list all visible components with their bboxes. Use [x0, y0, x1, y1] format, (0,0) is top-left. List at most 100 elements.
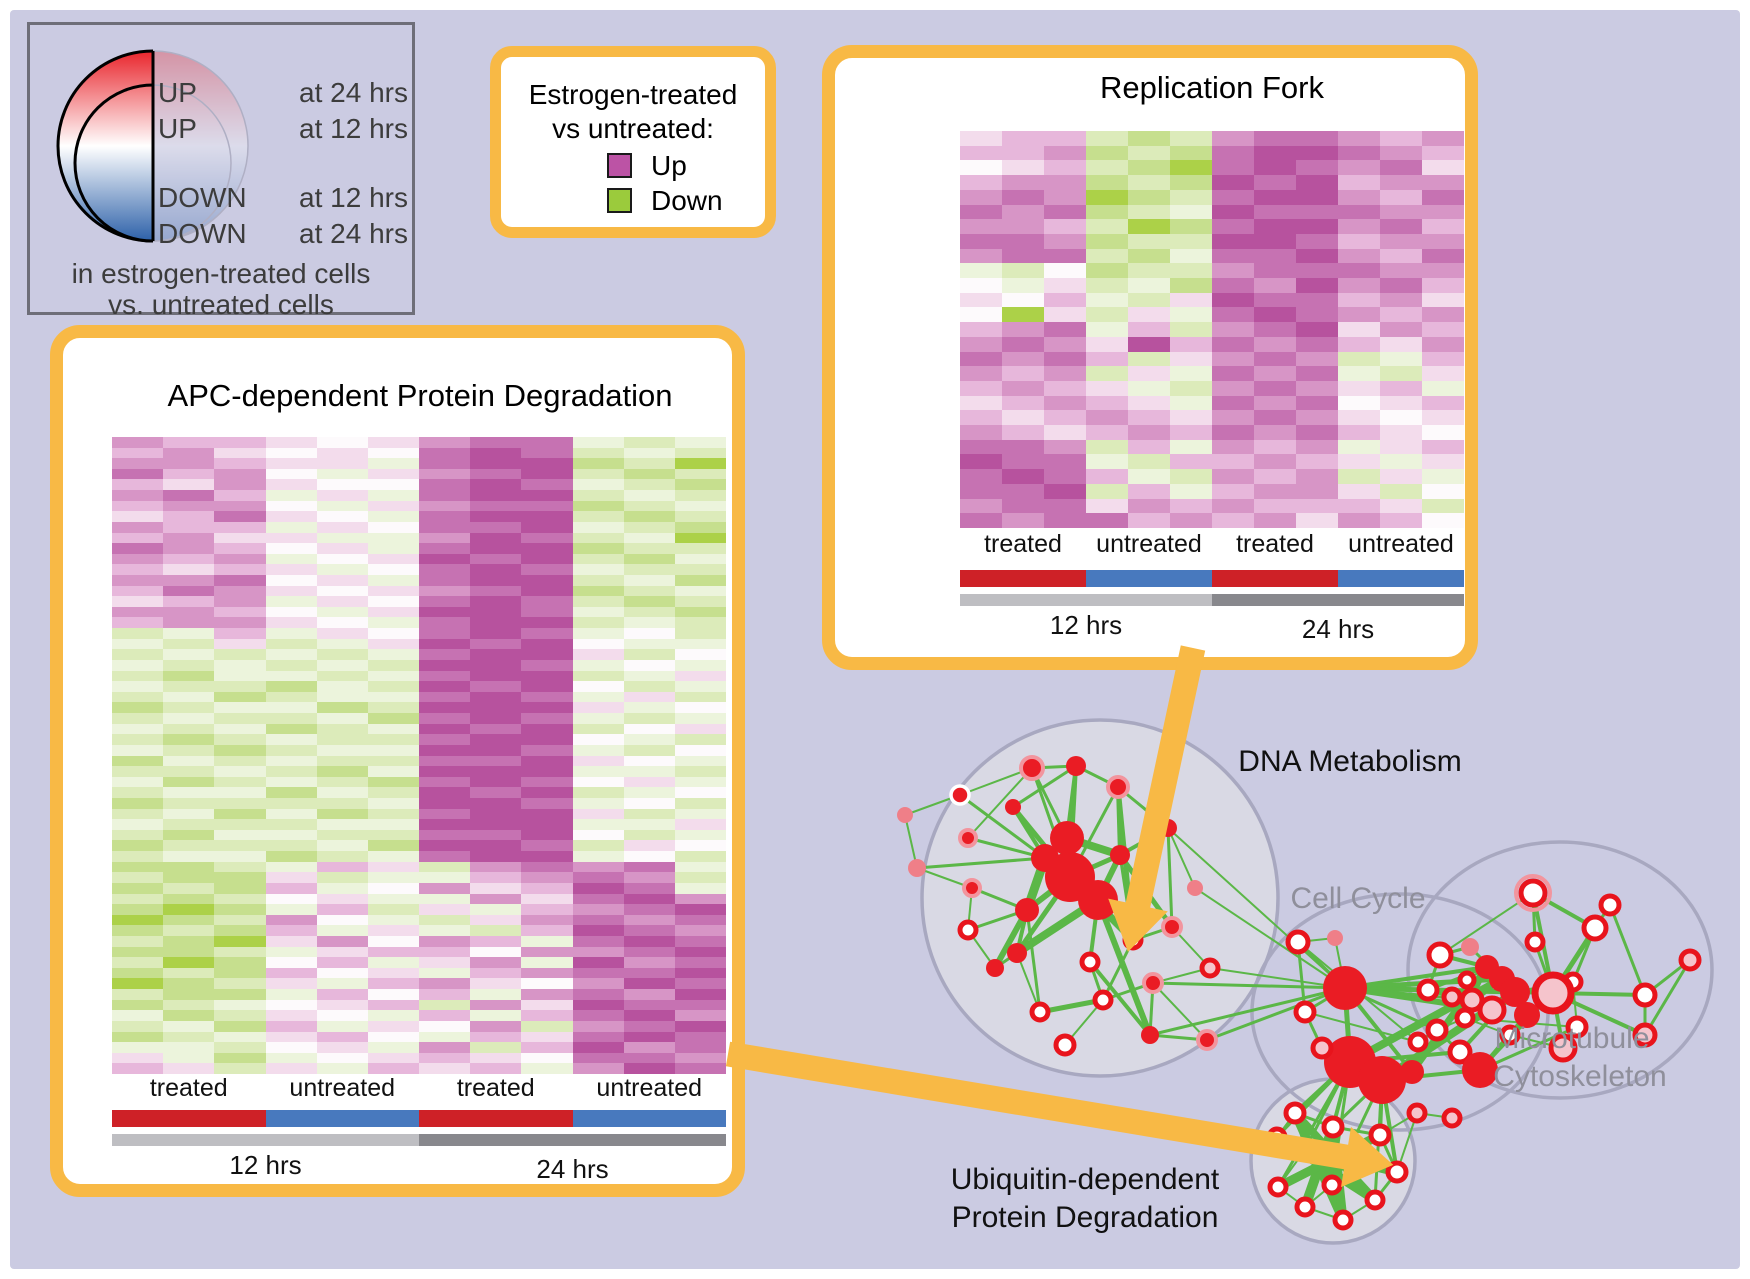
heatmap-cell [960, 439, 1002, 455]
heatmap-cell [674, 447, 726, 459]
heatmap-cell [572, 723, 624, 735]
heatmap-cell [214, 681, 266, 692]
heatmap-cell [163, 521, 215, 533]
heatmap-cell [623, 479, 675, 491]
heatmap-cell [674, 1020, 726, 1032]
heatmap-cell [112, 468, 164, 480]
heatmap-cell [112, 628, 164, 639]
heatmap-cell [521, 957, 573, 968]
heatmap-cell [1170, 131, 1212, 146]
heatmap-cell [1170, 469, 1212, 484]
heatmap-cell [265, 521, 317, 533]
heatmap-cell [674, 776, 726, 788]
heatmap-cell [521, 840, 573, 852]
heatmap-cell [1338, 425, 1380, 440]
heatmap-cell [163, 458, 215, 469]
heatmap-cell [1128, 410, 1170, 426]
heatmap-cell [1422, 322, 1464, 337]
heatmap-cell [1422, 395, 1464, 411]
heatmap-cell [674, 851, 726, 862]
heatmap-cell [1380, 233, 1422, 249]
heatmap-cell [1338, 175, 1380, 190]
heatmap-cell [112, 553, 164, 565]
heatmap-cell [214, 617, 266, 629]
heatmap-cell [674, 935, 726, 947]
heatmap-cell [1212, 439, 1254, 455]
heatmap-cell [623, 638, 675, 650]
heatmap-cell [623, 649, 675, 660]
heatmap-cell [214, 468, 266, 480]
heatmap-cell [960, 307, 1002, 323]
heatmap-cell [265, 575, 317, 586]
heatmap-cell [623, 447, 675, 459]
heatmap-cell [1254, 351, 1296, 367]
heatmap-cell [367, 978, 419, 990]
heatmap-cell [1254, 498, 1296, 514]
heatmap-cell [1212, 160, 1254, 176]
heatmap-cell [674, 904, 726, 915]
heatmap-cell [1338, 189, 1380, 205]
heatmap-cell [572, 606, 624, 618]
heatmap-cell [316, 893, 368, 905]
heatmap-cell [1128, 145, 1170, 161]
heatmap-cell [623, 1020, 675, 1032]
heatmap-cell [214, 1052, 266, 1064]
heatmap-cell [1086, 175, 1128, 190]
heatmap-cell [1380, 263, 1422, 279]
heatmap-cell [265, 713, 317, 724]
heatmap-cell [674, 819, 726, 830]
heatmap-cell [623, 734, 675, 745]
heatmap-cell [521, 967, 573, 979]
heatmap-cell [214, 808, 266, 820]
heatmap-cell [1380, 469, 1422, 484]
heatmap-cell [1296, 263, 1338, 279]
heatmap-cell [163, 787, 215, 798]
heatmap-cell [163, 500, 215, 512]
heatmap-group-label: untreated [1348, 530, 1454, 558]
heatmap-cell [163, 766, 215, 777]
heatmap-cell [265, 978, 317, 990]
heatmap-cell [623, 532, 675, 544]
heatmap-cell [1170, 410, 1212, 426]
heatmap-cell [112, 1042, 164, 1053]
heatmap-cell [1128, 219, 1170, 234]
heatmap-cell [470, 521, 522, 533]
heatmap-cell [163, 808, 215, 820]
heatmap-cell [1254, 336, 1296, 352]
heatmap-cell [367, 808, 419, 820]
heatmap-cell [1044, 219, 1086, 234]
heatmap-cell [214, 1020, 266, 1032]
legend-dir-up12: UP [158, 113, 197, 144]
heatmap-cell [163, 638, 215, 650]
heatmap-cell [1044, 189, 1086, 205]
heatmap-cell [1044, 366, 1086, 381]
heatmap-cell [419, 766, 471, 777]
heatmap-cell [623, 606, 675, 618]
heatmap-cell [572, 797, 624, 809]
heatmap-cell [265, 500, 317, 512]
heatmap-cell [316, 904, 368, 915]
time-gray-bar [1212, 594, 1464, 606]
heatmap-cell [214, 532, 266, 544]
heatmap-cell [521, 723, 573, 735]
heatmap-cell [960, 175, 1002, 190]
heatmap-cell [316, 1052, 368, 1064]
heatmap-cell [163, 479, 215, 491]
heatmap-cell [163, 914, 215, 926]
heatmap-cell [419, 606, 471, 618]
heatmap-cell [1212, 292, 1254, 308]
heatmap-cell [163, 468, 215, 480]
heatmap-cell [419, 1063, 471, 1074]
heatmap-cell [367, 479, 419, 491]
heatmap-cell [419, 532, 471, 544]
heatmap-cell [367, 787, 419, 798]
heatmap-cell [112, 1020, 164, 1032]
cluster-label-dna-metabolism: DNA Metabolism [1238, 745, 1462, 778]
heatmap-cell [265, 797, 317, 809]
heatmap-cell [470, 893, 522, 905]
heatmap-cell [470, 840, 522, 852]
heatmap-cell [163, 575, 215, 586]
heatmap-cell [367, 766, 419, 777]
heatmap-cell [316, 872, 368, 883]
heatmap-cell [316, 564, 368, 576]
